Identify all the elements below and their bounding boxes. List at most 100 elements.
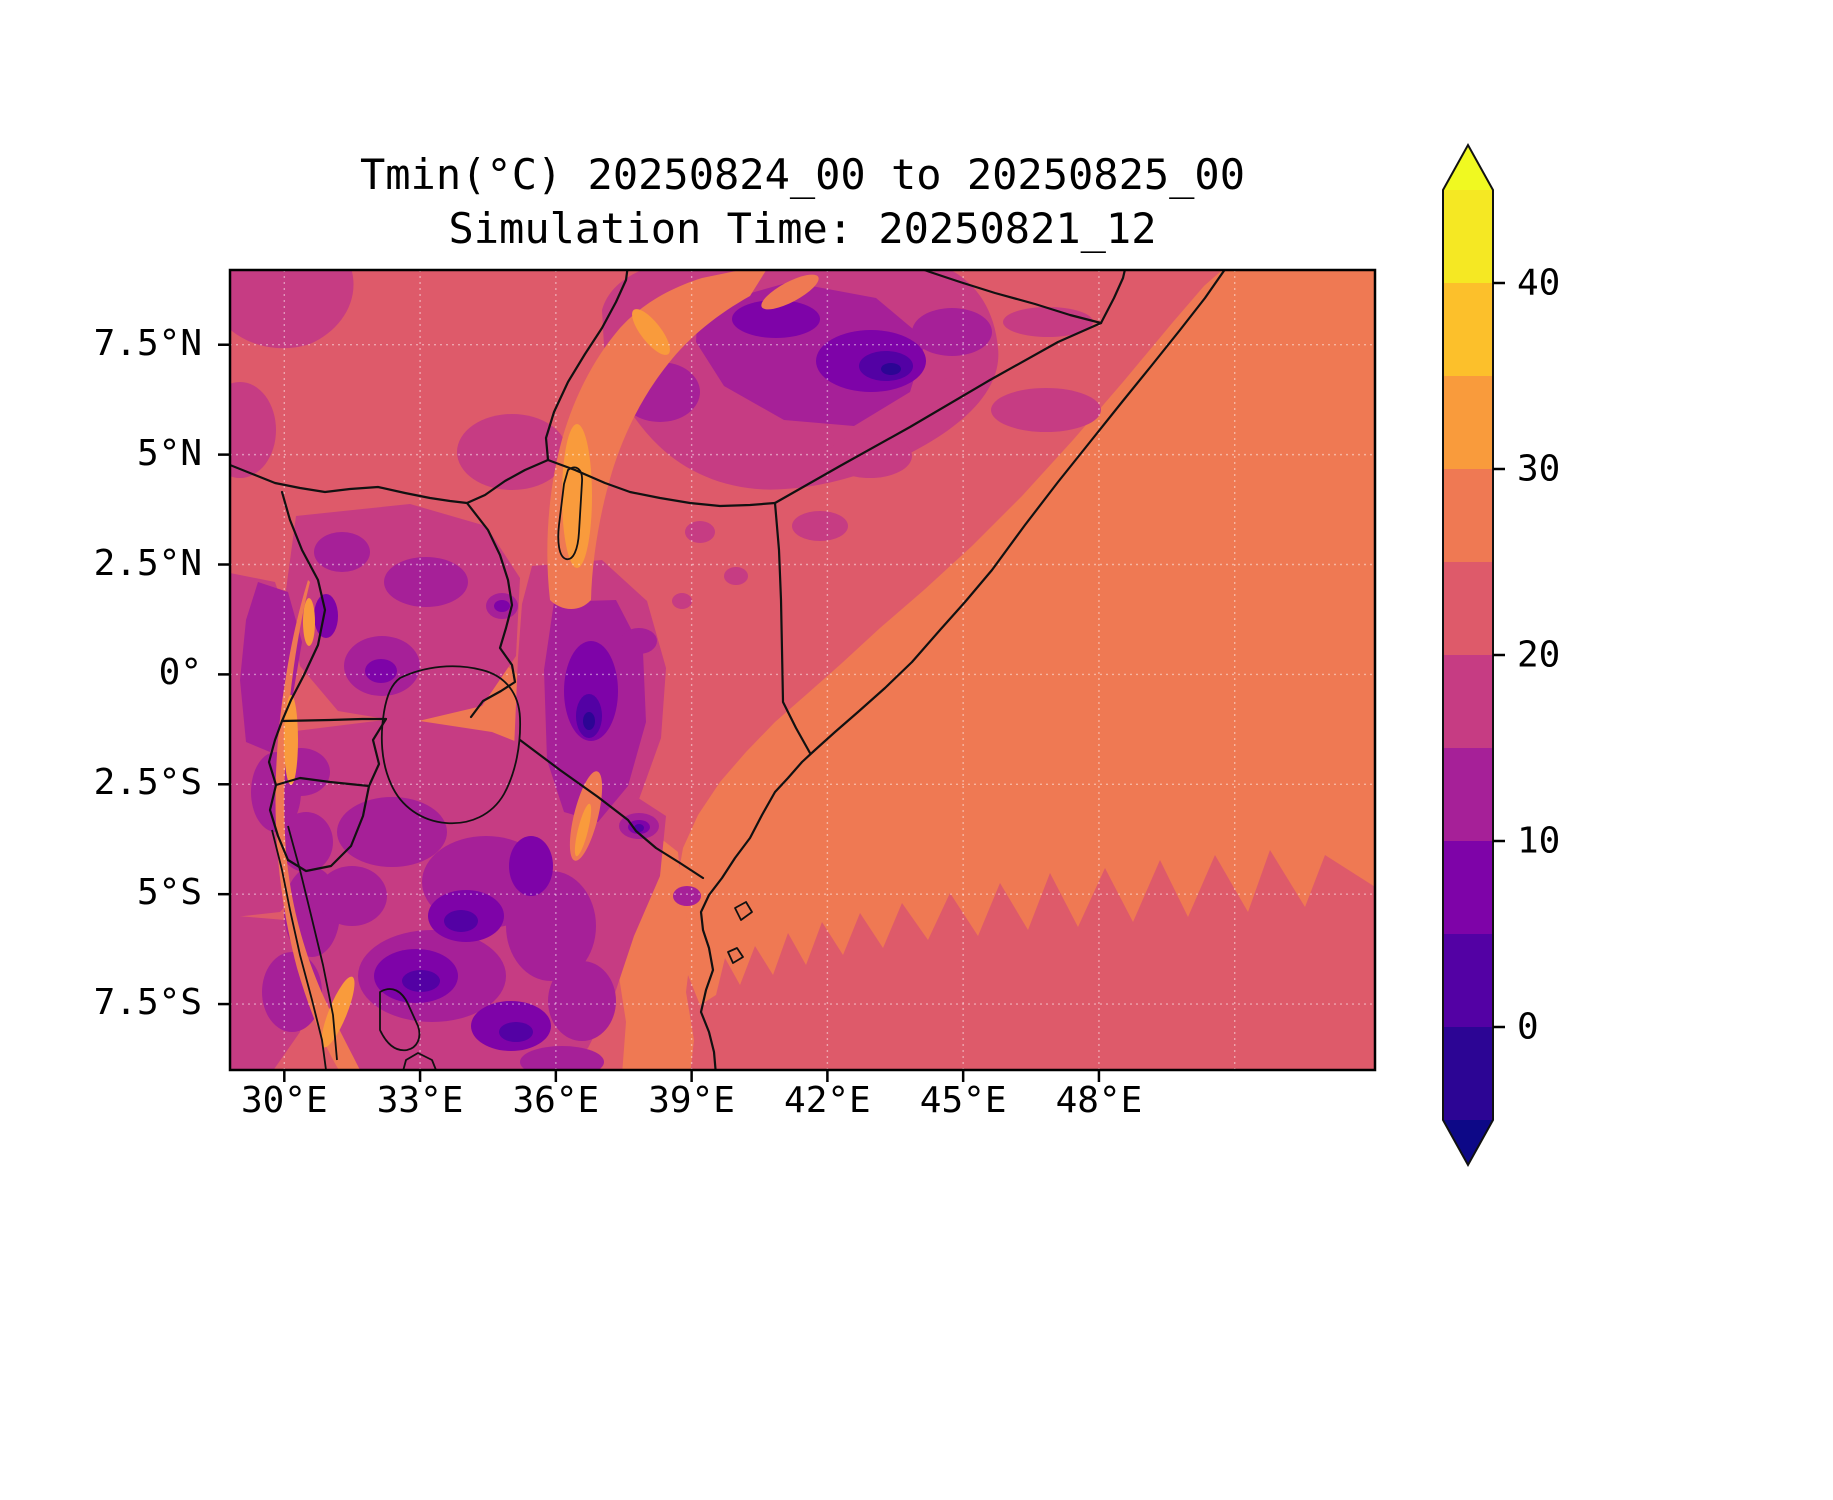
- colorbar-band: [1443, 1027, 1493, 1120]
- x-tick-label: 36°E: [512, 1080, 600, 1121]
- contour-core: [314, 594, 338, 638]
- contour-topleft-15-20: [230, 270, 354, 349]
- contour-core: [509, 836, 553, 896]
- colorbar-band: [1443, 190, 1493, 283]
- lake-rukwa: [379, 988, 421, 1052]
- x-tick-label: 39°E: [648, 1080, 735, 1121]
- gridlines: [230, 270, 1375, 1070]
- colorbar-band: [1443, 655, 1493, 748]
- y-tick-label: 2.5°N: [93, 542, 202, 584]
- x-tick-label: 48°E: [1055, 1080, 1143, 1121]
- colorbar: 0 10 20 30 40: [1442, 142, 1560, 1168]
- contour-core: [402, 970, 440, 992]
- y-tick-label: 5°N: [136, 432, 202, 474]
- contour-blob: [337, 797, 447, 867]
- contour-blob: [506, 871, 596, 981]
- border-kenya-ethiopia: [546, 458, 777, 508]
- chart-subtitle: Simulation Time: 20250821_12: [448, 204, 1157, 253]
- contour-blob: [317, 866, 387, 926]
- x-tick-label: 33°E: [376, 1080, 464, 1121]
- lake-turkana: [557, 466, 583, 561]
- border-burundi-east: [286, 784, 371, 873]
- border-burundi-west: [268, 783, 290, 862]
- contour-hot-core: [574, 803, 592, 857]
- country-borders: [230, 270, 1226, 1070]
- colorbar-tick-label: 20: [1517, 635, 1560, 676]
- colorbar-band: [1443, 469, 1493, 562]
- border-kenya-tanzania: [518, 738, 705, 880]
- contour-albertine-rift-strip: [275, 580, 360, 1070]
- contour-core: [881, 363, 901, 375]
- x-tick-label: 42°E: [784, 1080, 871, 1121]
- contour-ocean-25-30: [676, 270, 1375, 1005]
- border-uganda-kenya: [465, 501, 517, 719]
- colorbar-under-arrow: [1443, 1120, 1493, 1165]
- border-rwanda-east: [367, 717, 388, 788]
- axis-tick-marks: [218, 343, 1101, 1082]
- border-ethiopia-southsudan: [544, 270, 629, 462]
- colorbar-band: [1443, 562, 1493, 655]
- contour-hot-core: [303, 598, 315, 646]
- contour-core: [732, 300, 820, 338]
- contour-blob: [912, 308, 992, 356]
- contour-core: [499, 1022, 533, 1042]
- contour-blob: [548, 961, 616, 1041]
- contour-core: [444, 910, 478, 932]
- island-zanzibar: [734, 901, 753, 921]
- contour-blob: [314, 532, 370, 572]
- contour-core: [583, 712, 595, 730]
- contour-blob: [621, 628, 657, 654]
- contour-core: [365, 659, 397, 683]
- lake-malawi-tip: [402, 1052, 437, 1070]
- temperature-map: [218, 268, 1377, 1082]
- colorbar-band: [1443, 376, 1493, 469]
- colorbar-band: [1443, 748, 1493, 841]
- contour-hot-core: [632, 309, 670, 355]
- contour-hot-core: [321, 976, 355, 1048]
- y-tick-label: 0°: [158, 652, 202, 694]
- border-somalia-north-spur: [1099, 270, 1126, 325]
- contour-blob: [685, 521, 715, 543]
- border-somalia-north: [921, 270, 1103, 325]
- map-frame: [228, 268, 1377, 1072]
- colorbar-tick-label: 30: [1517, 449, 1560, 490]
- y-tick-label: 7.5°N: [93, 322, 202, 364]
- colorbar-outline: [1442, 142, 1494, 1168]
- contour-blob: [828, 434, 912, 478]
- colorbar-tick-label: 0: [1517, 1007, 1539, 1048]
- y-tick-label: 7.5°S: [93, 981, 202, 1023]
- y-tick-label: 5°S: [136, 872, 202, 914]
- contour-blob: [672, 593, 692, 609]
- lake-victoria: [380, 665, 522, 825]
- contour-blob: [230, 382, 276, 478]
- chart-title: Tmin(°C) 20250824_00 to 20250825_00: [359, 150, 1245, 199]
- colorbar-band: [1443, 841, 1493, 934]
- lake-outlines: [271, 466, 753, 1070]
- coastline: [699, 270, 1226, 1070]
- colorbar-over-arrow: [1443, 145, 1493, 190]
- border-rwanda-west: [267, 719, 284, 787]
- chart-title-block: Tmin(°C) 20250824_00 to 20250825_00 Simu…: [230, 148, 1375, 256]
- colorbar-tick-label: 10: [1517, 821, 1560, 862]
- border-kenya-somalia: [773, 501, 812, 755]
- colorbar-band: [1443, 283, 1493, 376]
- border-rwanda-burundi: [274, 776, 371, 788]
- contour-blob: [991, 388, 1101, 432]
- border-ethiopia-somalia: [773, 321, 1103, 505]
- contour-turkana-rift-strip: [547, 270, 767, 609]
- border-uganda-drc: [280, 490, 327, 723]
- contour-core: [494, 600, 510, 612]
- contour-blob: [384, 557, 468, 607]
- contour-blob: [520, 1046, 604, 1070]
- x-tick-label: 30°E: [240, 1080, 328, 1121]
- contour-blob: [792, 511, 848, 541]
- border-uganda-tanzania: [280, 717, 388, 723]
- x-tick-label: 45°E: [919, 1080, 1007, 1121]
- y-tick-label: 2.5°S: [93, 762, 202, 804]
- lake-tanganyika-east: [287, 825, 338, 1061]
- colorbar-band: [1443, 934, 1493, 1027]
- contour-hot-core: [562, 424, 592, 568]
- contour-hot-core: [284, 695, 298, 785]
- lake-tanganyika-west: [271, 829, 327, 1070]
